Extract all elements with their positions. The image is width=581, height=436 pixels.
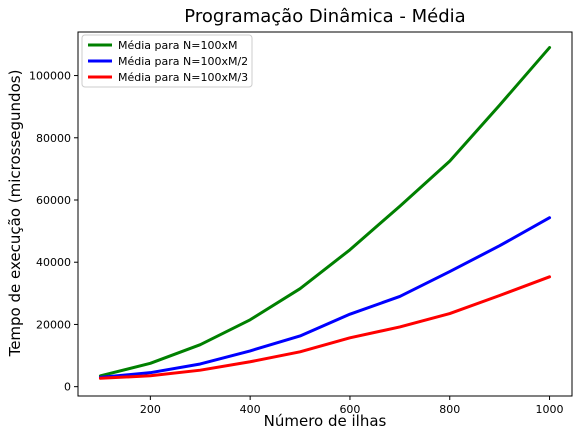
x-tick-label: 600 [339,403,360,416]
x-axis-label: Número de ilhas [264,412,387,430]
x-tick-label: 400 [240,403,261,416]
y-tick-label: 60000 [36,194,71,207]
legend-label-3: Média para N=100xM/3 [118,71,248,84]
y-tick-label: 20000 [36,318,71,331]
x-tick-label: 200 [140,403,161,416]
legend-label-2: Média para N=100xM/2 [118,55,248,68]
x-tick-label: 800 [439,403,460,416]
x-tick-label: 1000 [536,403,564,416]
chart-title: Programação Dinâmica - Média [184,6,465,27]
legend: Média para N=100xM Média para N=100xM/2 Mé… [82,35,252,87]
y-axis-label: Tempo de execução (microssegundos) [6,70,24,358]
legend-label-1: Média para N=100xM [118,39,237,52]
y-tick-label: 100000 [29,70,71,83]
y-tick-label: 80000 [36,132,71,145]
y-tick-label: 40000 [36,256,71,269]
y-tick-label: 0 [64,381,71,394]
